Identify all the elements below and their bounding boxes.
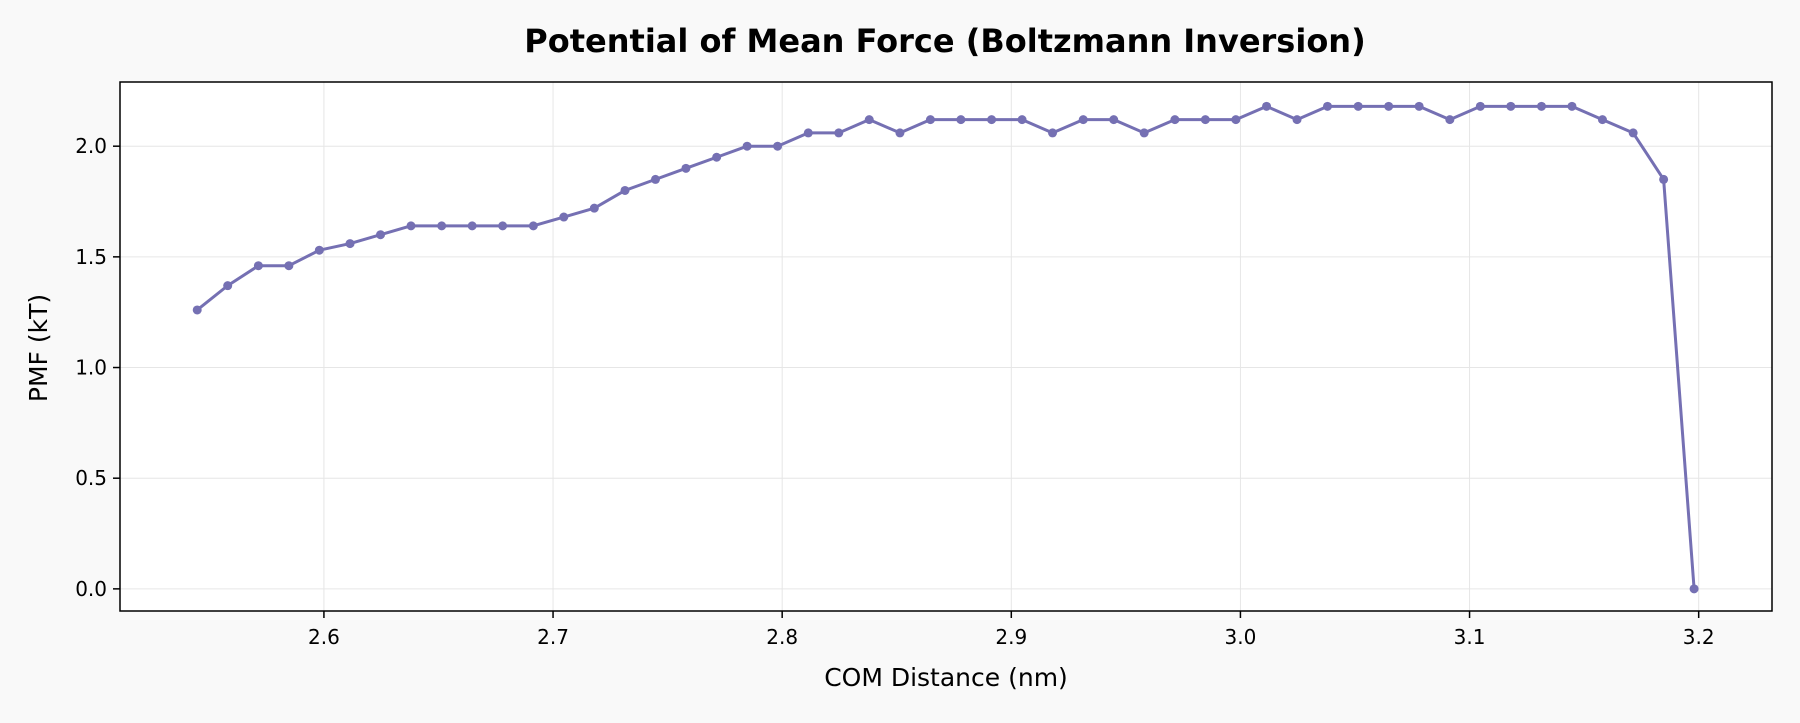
- y-axis: 0.0 0.5 1.0 1.5 2.0: [75, 134, 120, 601]
- data-point: [376, 230, 386, 240]
- data-point: [1659, 174, 1669, 184]
- x-tick-label: 3.0: [1225, 625, 1257, 649]
- pmf-series-line: [195, 104, 1696, 591]
- data-point: [1597, 115, 1607, 125]
- plot-area: [120, 82, 1772, 611]
- y-tick-label: 0.5: [75, 466, 107, 490]
- data-point: [192, 305, 202, 315]
- data-point: [406, 221, 416, 231]
- data-point: [712, 152, 722, 162]
- data-point: [253, 261, 263, 271]
- data-point: [925, 115, 935, 125]
- data-point: [1506, 101, 1516, 111]
- x-tick-label: 2.9: [995, 625, 1027, 649]
- data-point: [1048, 128, 1058, 138]
- data-point: [956, 115, 966, 125]
- data-point: [1322, 101, 1332, 111]
- data-point: [803, 128, 813, 138]
- data-point: [1292, 115, 1302, 125]
- data-point: [1353, 101, 1363, 111]
- data-point: [1536, 101, 1546, 111]
- data-point: [864, 115, 874, 125]
- data-point: [1200, 115, 1210, 125]
- data-point: [528, 221, 538, 231]
- data-point: [1628, 128, 1638, 138]
- data-point: [498, 221, 508, 231]
- data-point: [834, 128, 844, 138]
- data-point: [1017, 115, 1027, 125]
- data-point: [1109, 115, 1119, 125]
- data-point: [559, 212, 569, 222]
- x-axis: 2.6 2.7 2.8 2.9 3.0 3.1 3.2: [308, 611, 1715, 649]
- data-point: [773, 141, 783, 151]
- data-point: [1384, 101, 1394, 111]
- data-point: [589, 203, 599, 213]
- data-point: [681, 163, 691, 173]
- data-point: [1414, 101, 1424, 111]
- x-tick-label: 2.7: [537, 625, 569, 649]
- data-point: [1262, 101, 1272, 111]
- data-point: [314, 245, 324, 255]
- data-point: [437, 221, 447, 231]
- series-layer: [192, 101, 1699, 594]
- y-tick-label: 0.0: [75, 577, 107, 601]
- x-tick-label: 3.1: [1454, 625, 1486, 649]
- data-point: [284, 261, 294, 271]
- data-point: [1231, 115, 1241, 125]
- data-point: [1170, 115, 1180, 125]
- x-tick-label: 2.6: [308, 625, 340, 649]
- y-tick-label: 1.0: [75, 356, 107, 380]
- y-tick-label: 2.0: [75, 134, 107, 158]
- data-point: [1139, 128, 1149, 138]
- data-point: [1567, 101, 1577, 111]
- data-point: [467, 221, 477, 231]
- x-axis-label: COM Distance (nm): [824, 663, 1068, 692]
- data-point: [987, 115, 997, 125]
- chart-title: Potential of Mean Force (Boltzmann Inver…: [524, 22, 1365, 60]
- data-point: [650, 174, 660, 184]
- plot-frame: [119, 81, 1773, 612]
- data-point: [620, 185, 630, 195]
- x-tick-label: 3.2: [1683, 625, 1715, 649]
- data-point: [1078, 115, 1088, 125]
- grid-lines: [120, 82, 1772, 611]
- y-tick-label: 1.5: [75, 245, 107, 269]
- data-point: [742, 141, 752, 151]
- data-point: [895, 128, 905, 138]
- data-point: [1475, 101, 1485, 111]
- x-tick-label: 2.8: [766, 625, 798, 649]
- data-point: [1445, 115, 1455, 125]
- data-point: [345, 239, 355, 249]
- data-point: [1689, 584, 1699, 594]
- y-axis-label: PMF (kT): [24, 294, 53, 402]
- data-point: [223, 281, 233, 291]
